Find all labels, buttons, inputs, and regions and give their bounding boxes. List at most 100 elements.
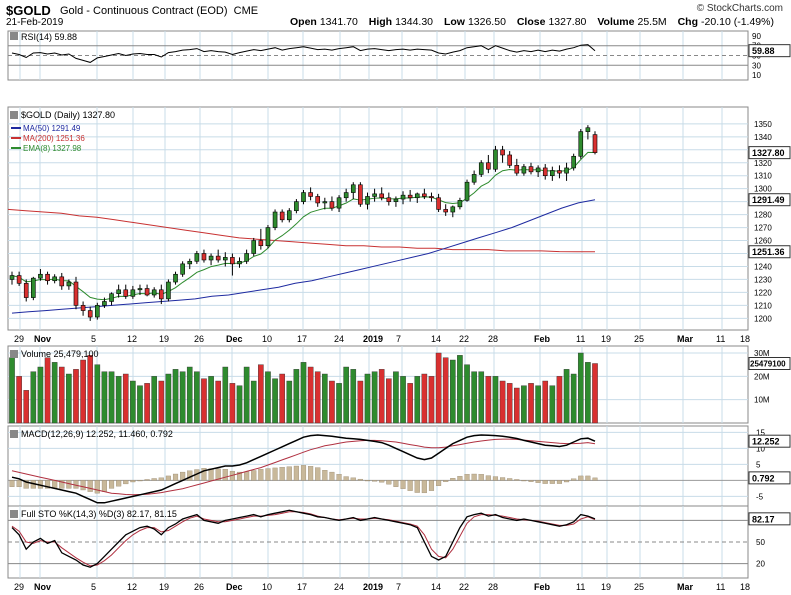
x-axis-label: 10 (262, 582, 272, 592)
candle-body (180, 263, 185, 275)
macd-histogram-bar (44, 480, 51, 489)
volume-bar (9, 357, 15, 424)
sto-last-value-box (748, 512, 791, 526)
volume-bar (151, 376, 157, 424)
macd-histogram-bar (457, 476, 463, 481)
description-text: Gold - Continuous Contract (EOD) (60, 5, 228, 17)
volume-bar (592, 363, 598, 424)
volume-bar (357, 380, 364, 424)
candle-body (301, 192, 306, 202)
volume-bar (87, 355, 94, 424)
volume-bar (66, 373, 72, 424)
x-axis-label: 14 (431, 582, 441, 592)
candle-body (230, 257, 235, 265)
volume-last-value-box (748, 357, 791, 370)
ma50-legend: MA(50) 1291.49 (23, 124, 81, 133)
x-axis-label: 26 (194, 582, 204, 592)
volume-bar (506, 383, 513, 424)
candle-body (585, 127, 591, 132)
candle-body (66, 281, 72, 287)
macd-histogram-bar (571, 478, 577, 481)
candle-body (286, 210, 292, 221)
macd-histogram-bar (372, 480, 378, 482)
candle-body (336, 197, 342, 209)
x-axis-label: 25 (634, 334, 644, 344)
instrument-description: Gold - Continuous Contract (EOD) CME (60, 5, 258, 17)
volume-bar (130, 380, 136, 424)
macd-histogram-bar (80, 480, 86, 491)
candle-body (73, 281, 79, 306)
macd-histogram-bar (165, 475, 171, 481)
candle-body (528, 166, 534, 173)
macd-signal-line (11, 438, 596, 496)
macd-histogram-bar (329, 471, 335, 481)
candle-body (279, 211, 285, 221)
x-axis-label: Feb (534, 334, 551, 344)
price-last-value-box (748, 146, 791, 160)
candle-body (258, 240, 264, 247)
volume-bar (457, 355, 463, 424)
macd-hist-last-value: 0.792 (752, 473, 775, 483)
volume-bar (400, 376, 406, 424)
ma50-last-value: 1291.49 (752, 195, 785, 205)
volume-legend: Volume 25,479,100 (21, 349, 99, 359)
volume-bar (450, 359, 456, 424)
macd-histogram-bar (52, 480, 58, 489)
candle-body (400, 194, 406, 200)
volume-bar (137, 385, 143, 424)
volume-bar (499, 380, 506, 424)
macd-histogram-bar (116, 480, 122, 487)
high-label: High (368, 16, 393, 28)
candle-body (137, 288, 143, 291)
x-axis-label: 11 (716, 334, 725, 344)
macd-histogram-bar (414, 480, 420, 493)
candle-body (237, 260, 242, 265)
volume-bar (535, 385, 541, 424)
x-axis-label: Feb (534, 582, 551, 592)
candle-body (208, 255, 214, 261)
sto-legend: Full STO %K(14,3) %D(3) 82.17, 81.15 (21, 509, 177, 519)
macd-histogram-bar (436, 480, 442, 486)
candle-body (436, 197, 441, 210)
x-axis-label: 22 (459, 582, 469, 592)
exchange: CME (233, 5, 259, 17)
x-axis-label: 19 (159, 582, 169, 592)
candle-body (102, 301, 107, 306)
x-axis-label: 18 (740, 334, 750, 344)
volume-bar (471, 371, 477, 424)
rsi-line (11, 44, 596, 63)
macd-tick-label: -5 (756, 492, 764, 501)
candle-body (443, 209, 448, 213)
price-last-value: 1327.80 (752, 148, 785, 158)
volume-bar (549, 385, 556, 424)
macd-histogram-bar (222, 469, 228, 481)
macd-histogram-bar (300, 465, 307, 481)
price-legend: $GOLD (Daily) 1327.80 (21, 110, 115, 120)
candle-body (201, 253, 207, 261)
sto-k-line (11, 509, 596, 568)
volume-bar (322, 373, 328, 424)
macd-histogram-bar (293, 465, 299, 481)
candle-body (422, 193, 427, 197)
macd-histogram-bar (521, 480, 527, 482)
x-axis-label: 19 (159, 334, 169, 344)
candle-body (507, 154, 512, 166)
x-axis-label: 12 (127, 334, 137, 344)
volume-bar (94, 364, 101, 424)
volume-tick-label: 20M (754, 372, 770, 381)
macd-legend: MACD(12,26,9) 12.252, 11.460, 0.792 (21, 429, 173, 439)
candle-body (265, 227, 271, 247)
open-label: Open (290, 16, 317, 28)
macd-histogram-bar (592, 477, 598, 481)
volume-bar (528, 383, 534, 424)
candle-body (294, 201, 299, 212)
x-axis-label: 29 (14, 334, 24, 344)
macd-tick-label: 15 (756, 428, 765, 437)
rsi-tick-label: 90 (752, 32, 761, 41)
candle-body (365, 196, 370, 205)
candle-body (578, 131, 584, 157)
candle-body (514, 165, 520, 174)
chart-header: $GOLD Gold - Continuous Contract (EOD) C… (0, 0, 791, 28)
volume-bar (485, 376, 492, 424)
macd-histogram-bar (144, 479, 150, 481)
